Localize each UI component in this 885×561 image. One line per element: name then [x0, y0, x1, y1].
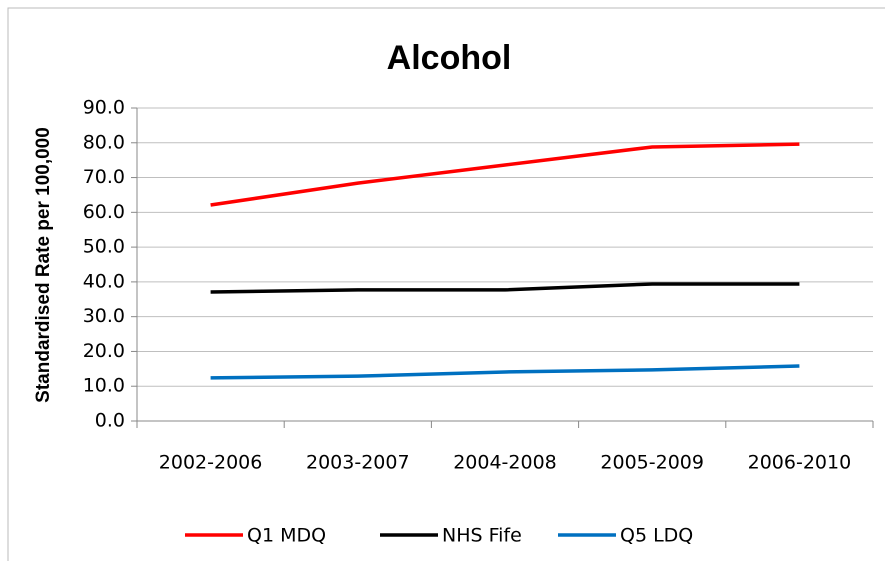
- x-tick-label: 2003-2007: [306, 452, 410, 474]
- y-tick-label: 70.0: [83, 166, 125, 188]
- legend-label: Q5 LDQ: [620, 525, 693, 547]
- legend-label: NHS Fife: [442, 525, 522, 547]
- y-tick-label: 60.0: [83, 201, 125, 223]
- y-tick-label: 90.0: [83, 97, 125, 119]
- series-line: [210, 364, 800, 380]
- legend-label: Q1 MDQ: [247, 525, 326, 547]
- y-tick-label: 20.0: [83, 340, 125, 362]
- y-tick-label: 80.0: [83, 131, 125, 153]
- series-line: [210, 142, 800, 207]
- x-tick-label: 2004-2008: [453, 452, 557, 474]
- y-tick-label: 40.0: [83, 270, 125, 292]
- x-tick-label: 2006-2010: [748, 452, 852, 474]
- y-tick-label: 10.0: [83, 375, 125, 397]
- y-axis-label: Standardised Rate per 100,000: [33, 127, 54, 403]
- y-tick-label: 30.0: [83, 305, 125, 327]
- y-tick-label: 50.0: [83, 236, 125, 258]
- chart-border: [7, 7, 885, 561]
- x-tick-label: 2005-2009: [600, 452, 704, 474]
- y-tick-label: 0.0: [95, 410, 125, 432]
- chart-title: Alcohol: [387, 39, 512, 77]
- series-line: [210, 282, 800, 294]
- x-tick-label: 2002-2006: [159, 452, 263, 474]
